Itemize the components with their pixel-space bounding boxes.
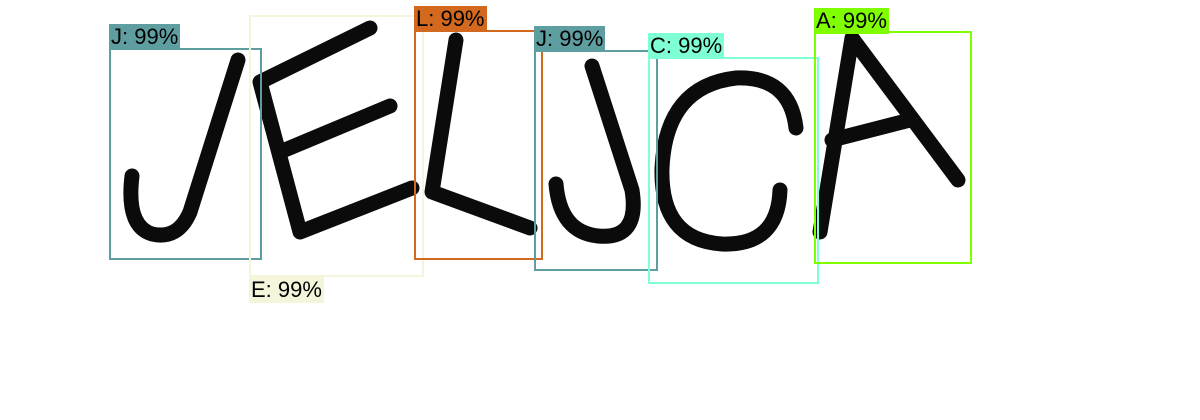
detection-label-c: C: 99% <box>648 33 725 59</box>
glyph-c <box>654 70 804 252</box>
glyph-j-1 <box>123 52 246 243</box>
detection-label-j-1: J: 99% <box>109 24 181 50</box>
detection-label-j-2: J: 99% <box>534 26 606 52</box>
detection-label-a: A: 99% <box>814 8 889 34</box>
glyph-e <box>252 20 420 240</box>
glyph-j-2 <box>548 58 641 244</box>
detection-label-e: E: 99% <box>249 277 324 303</box>
glyph-a <box>812 30 966 240</box>
detection-label-l: L: 99% <box>414 6 487 32</box>
glyph-l <box>424 32 538 236</box>
